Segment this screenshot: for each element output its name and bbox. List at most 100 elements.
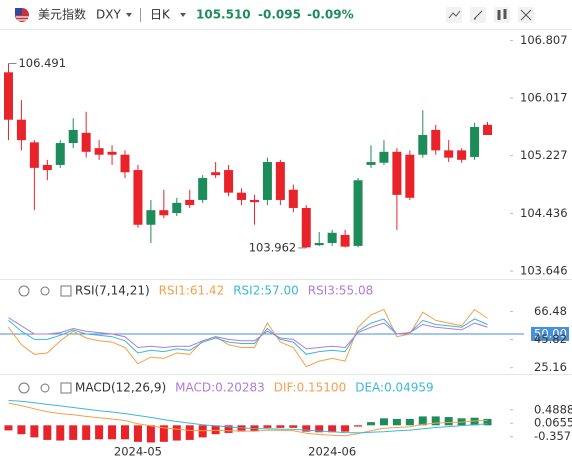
histogram-bar [4, 425, 13, 431]
histogram-bar [444, 417, 453, 426]
histogram-bar [198, 425, 207, 438]
histogram-bar [108, 425, 117, 440]
dropdown-arrow[interactable] [126, 13, 132, 17]
candle-body [301, 207, 311, 248]
histogram-bar [56, 425, 65, 441]
y-tick-label: 105.227 [520, 148, 568, 162]
dropdown-arrow[interactable] [180, 13, 186, 17]
x-tick-label: 2024-06 [308, 445, 356, 459]
candle-body [237, 192, 247, 200]
candle-body [120, 154, 130, 173]
line-series [8, 308, 488, 368]
histogram-bar [172, 425, 181, 441]
tick-label-box [531, 326, 569, 341]
histogram-bar [418, 416, 427, 426]
histogram-bar [405, 418, 414, 426]
histogram-bar [82, 425, 91, 440]
symbol[interactable]: DXY [96, 8, 121, 22]
histogram-bar [43, 425, 52, 440]
last-price: 105.510 [196, 8, 251, 22]
histogram-bar [185, 425, 194, 440]
visibility-icon[interactable] [18, 285, 30, 297]
y-tick-label: 66.48 [534, 304, 567, 318]
flag-canton [15, 8, 22, 15]
period[interactable]: 日K [150, 8, 171, 22]
candle-body [94, 148, 104, 155]
candle-body [392, 151, 402, 195]
histogram-bar [302, 425, 311, 432]
histogram-bar [17, 425, 26, 435]
legend-entry: MACD:0.20283 [175, 381, 265, 395]
candle-button[interactable] [494, 7, 510, 23]
candle-body [275, 162, 285, 200]
histogram-bar [121, 425, 129, 440]
price-change: -0.095 [258, 8, 301, 22]
icon [520, 9, 532, 21]
y-tick-label: 106.017 [520, 91, 568, 105]
y-tick-label: 104.436 [520, 206, 568, 220]
visibility-icon[interactable] [18, 382, 30, 394]
line-series [8, 317, 488, 350]
expand-icon[interactable] [60, 285, 72, 297]
histogram-bar [379, 418, 388, 426]
candle-body [457, 150, 467, 160]
candle-body [314, 242, 324, 246]
legend-entry: RSI2:57.00 [233, 284, 299, 298]
instrument-name: 美元指数 [38, 7, 86, 22]
y-tick-label: 103.646 [520, 263, 568, 277]
histogram-bar [483, 418, 492, 426]
low-marker-label: 103.962 [249, 240, 297, 254]
candle-body [379, 151, 389, 163]
candle-body [81, 132, 91, 152]
expand-icon[interactable] [60, 382, 72, 394]
y-tick-label: 0.06550 [534, 416, 572, 430]
candle-body [42, 164, 52, 171]
legend-entry: DIF:0.15100 [274, 381, 346, 395]
line-series [8, 402, 488, 437]
histogram-bar [470, 417, 479, 426]
candle-body [159, 210, 169, 216]
candle-body [483, 124, 493, 136]
y-tick-label: 25.16 [534, 360, 567, 374]
indicator-button[interactable] [446, 7, 462, 23]
high-marker-label: 106.491 [18, 56, 66, 70]
histogram-bar [69, 425, 78, 440]
candle-body [444, 150, 454, 158]
candle-body [418, 135, 428, 155]
histogram-bar [276, 425, 285, 428]
candle-body [366, 162, 376, 165]
histogram-bar [341, 425, 350, 432]
histogram-bar [224, 425, 233, 433]
candle-body [288, 189, 298, 208]
candle-body [68, 129, 78, 144]
candle-body [55, 143, 65, 165]
y-tick-label: 106.807 [520, 33, 568, 47]
histogram-bar [328, 425, 337, 433]
settings-icon[interactable] [40, 383, 50, 393]
histogram-bar [289, 425, 298, 428]
settings-icon[interactable] [40, 286, 50, 296]
candle-body [29, 142, 39, 168]
candle-body [224, 170, 234, 193]
histogram-bar [95, 425, 104, 440]
histogram-bar [159, 425, 168, 442]
legend-entry: RSI1:61.42 [159, 284, 225, 298]
flag[interactable] [15, 8, 29, 22]
candle-body [185, 199, 195, 206]
rsi-controls [18, 285, 72, 297]
candle-body [3, 72, 13, 120]
candle-body [340, 234, 350, 247]
indicator-title: RSI(7,14,21) [75, 284, 150, 298]
x-tick-label: 2024-05 [114, 445, 162, 459]
histogram-bar [354, 425, 363, 427]
candle-body [327, 232, 337, 243]
histogram-bar [211, 425, 220, 435]
candle-body [198, 178, 208, 200]
y-tick-label: 45.82 [534, 332, 567, 346]
candle-body [211, 172, 221, 176]
legend-entry: DEA:0.04959 [355, 381, 434, 395]
macd-controls [18, 382, 72, 394]
